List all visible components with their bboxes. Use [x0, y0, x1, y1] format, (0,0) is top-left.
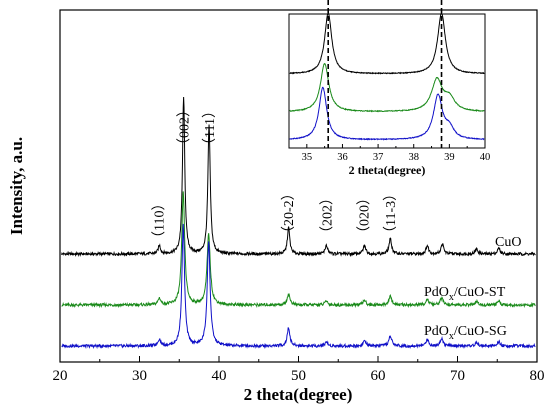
peak-label: （002）: [177, 103, 193, 152]
peak-label: （20-2）: [281, 186, 297, 240]
x-tick-label: 40: [212, 368, 227, 384]
series-line-pdox-cuo-st: [61, 191, 536, 309]
inset-reference-lines: [327, 0, 443, 148]
x-tick-label: 70: [450, 368, 465, 384]
series-line-cuo: [61, 97, 536, 257]
peak-label: （11-3）: [383, 187, 399, 240]
peak-label: （110）: [152, 197, 168, 245]
x-tick-label: 50: [291, 368, 306, 384]
x-tick-label: 80: [530, 368, 545, 384]
series-label: PdOx/CuO-ST: [424, 285, 506, 303]
series-label: PdOx/CuO-SG: [424, 324, 507, 342]
series-labels: CuO PdOx/CuO-ST PdOx/CuO-SG: [424, 235, 521, 342]
inset-series-line: [289, 11, 485, 75]
inset-x-tick-label: 39: [444, 152, 455, 163]
series-line-pdox-cuo-sg: [61, 223, 536, 350]
inset-series-line: [289, 62, 485, 113]
inset-x-tick-label: 40: [480, 152, 491, 163]
x-axis-title: 2 theta(degree): [244, 385, 353, 404]
inset-x-tick-label: 37: [373, 152, 384, 163]
inset-series-group: [289, 11, 485, 141]
peak-label: （020）: [357, 191, 373, 240]
x-tick-label: 60: [371, 368, 386, 384]
peak-label: （111）: [202, 104, 218, 152]
peak-annotations: （110） （002） （111） （20-2） （202） （020） （11-3）: [152, 103, 399, 245]
x-tick-label: 30: [132, 368, 147, 384]
series-label: CuO: [495, 235, 521, 250]
inset-x-axis-title: 2 theta(degree): [349, 163, 426, 177]
inset-series-line: [289, 86, 485, 141]
inset-x-ticks: 35 36 37 38 39 40: [288, 144, 491, 163]
inset-x-tick-label: 36: [337, 152, 348, 163]
x-tick-label: 20: [53, 368, 68, 384]
inset-x-tick-label: 35: [302, 152, 313, 163]
inset-x-tick-label: 38: [408, 152, 419, 163]
main-x-ticks: 20 30 40 50 60 70 80: [53, 356, 545, 384]
main-series-group: [61, 97, 536, 350]
inset-frame: [288, 13, 486, 149]
y-axis-title: Intensity, a.u.: [7, 137, 26, 235]
peak-label: （202）: [319, 191, 335, 240]
